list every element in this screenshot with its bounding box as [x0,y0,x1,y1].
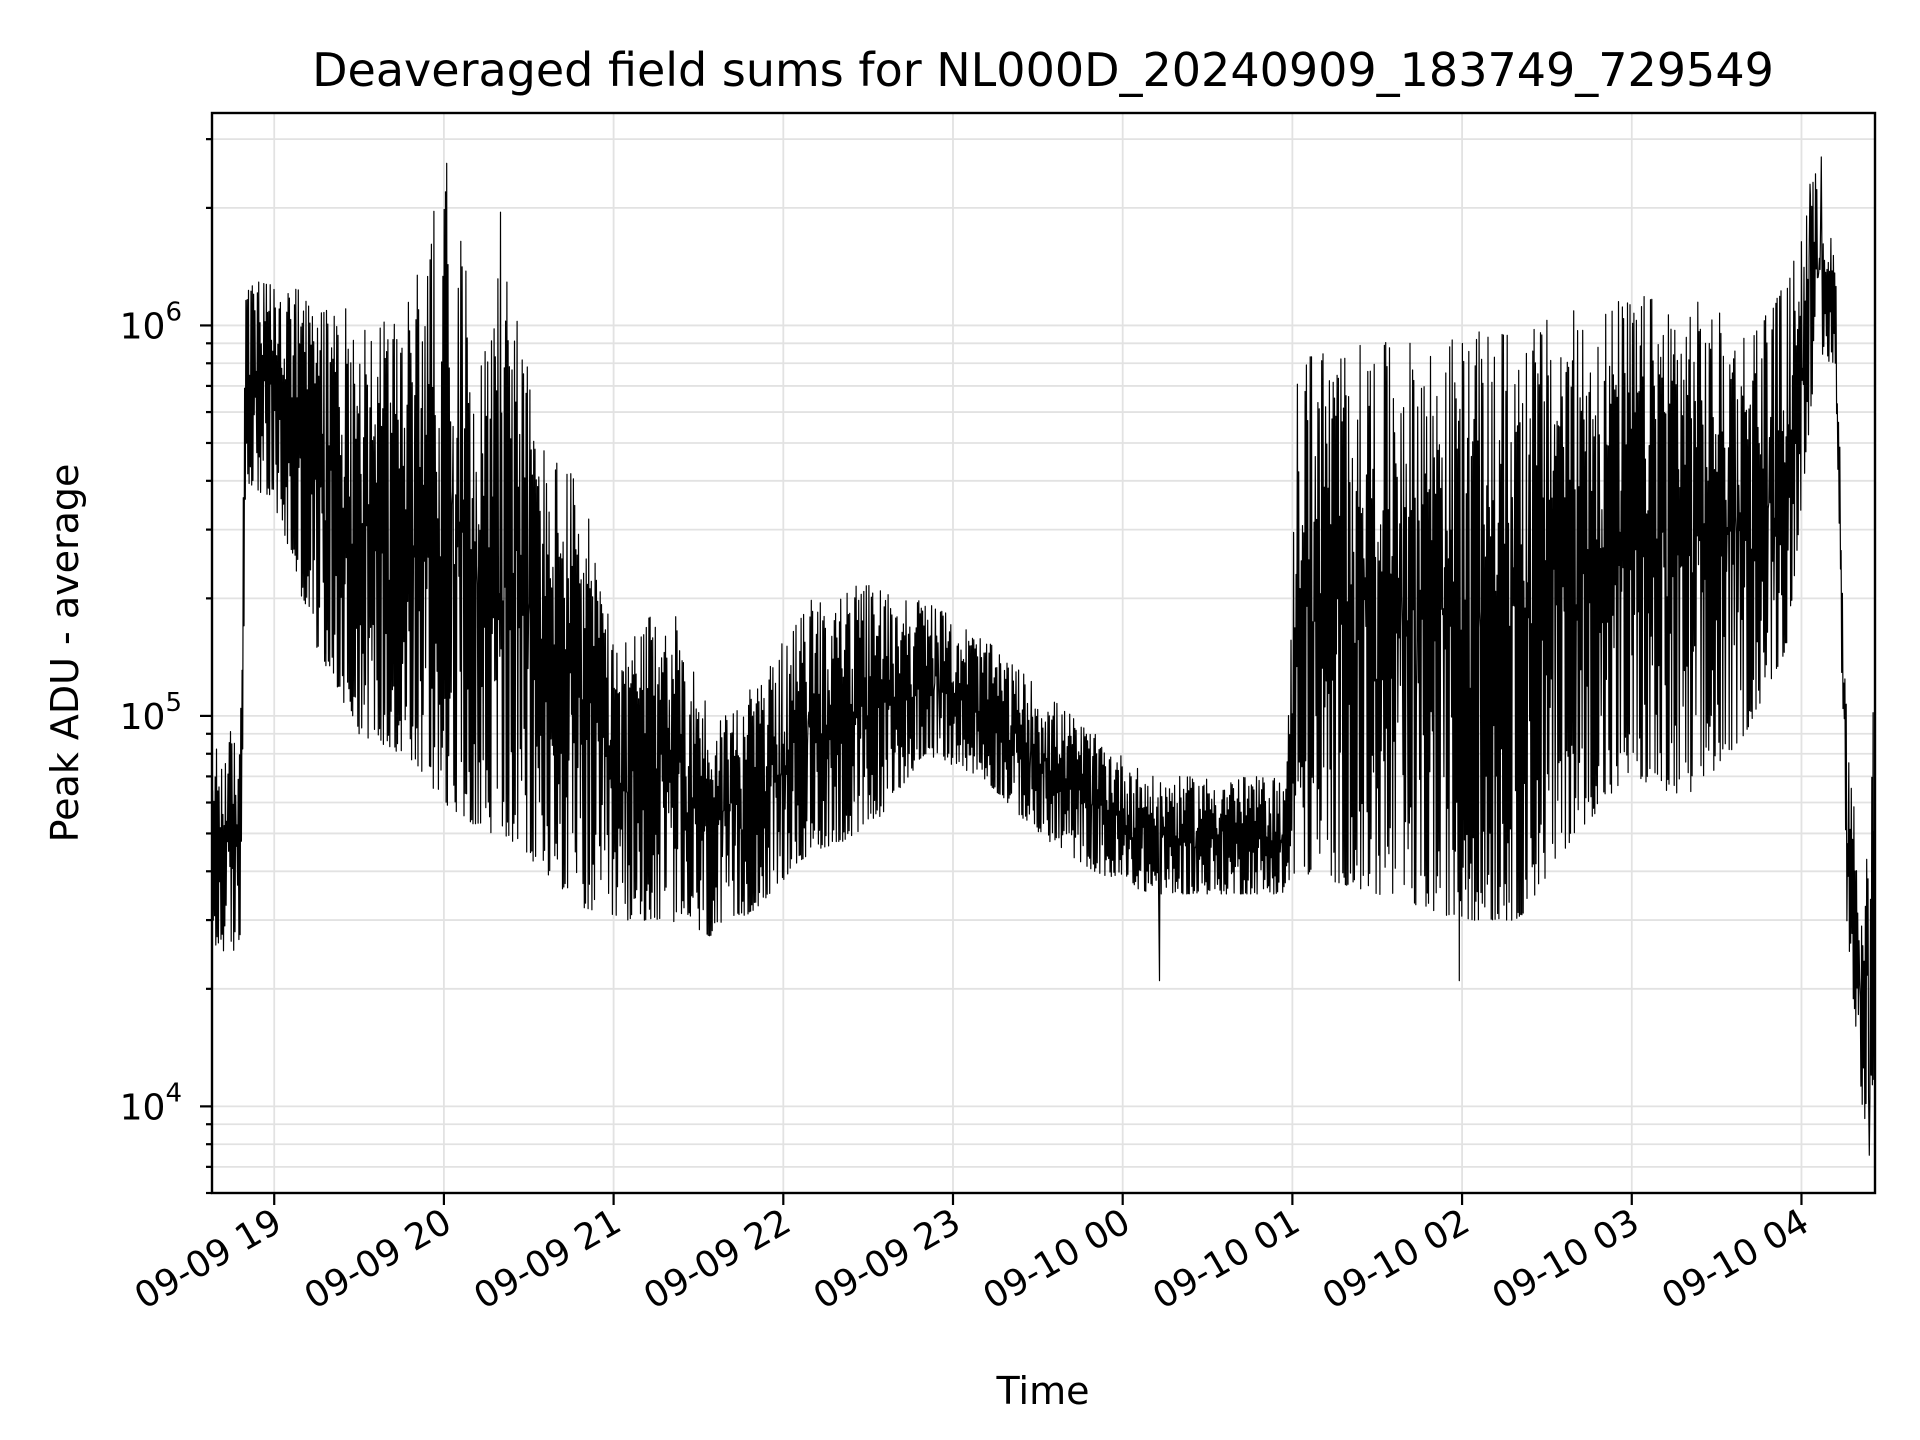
chart-title: Deaveraged field sums for NL000D_2024090… [312,43,1774,97]
data-series [211,156,1876,1156]
y-axis-label: Peak ADU - average [43,464,87,843]
y-tick-label: 104 [120,1078,182,1128]
x-axis-label: Time [996,1369,1090,1413]
y-tick-label: 105 [120,688,182,738]
y-axis: 104 105 106 [120,138,212,1195]
series-line [211,156,1876,1156]
plot-frame [210,111,1877,1195]
y-tick-label: 106 [120,297,182,347]
